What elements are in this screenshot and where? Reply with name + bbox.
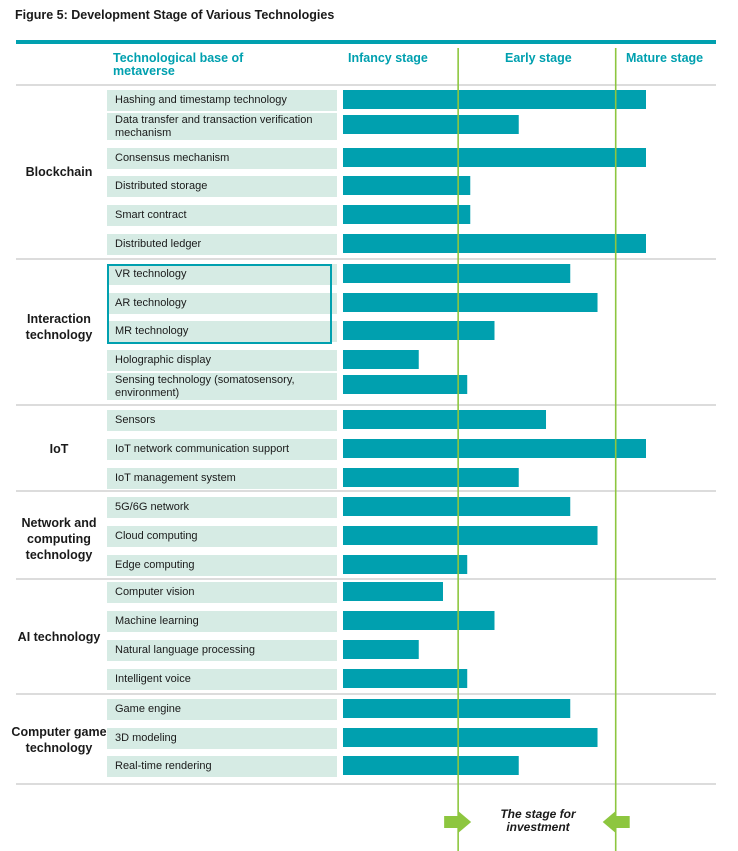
bar (343, 264, 571, 283)
bar (343, 756, 519, 775)
bar (343, 497, 571, 516)
row-label-bg (107, 264, 337, 285)
row-label: Holographic display (115, 354, 211, 367)
bar (343, 293, 598, 312)
row-label-bg (107, 526, 337, 547)
header-infancy: Infancy stage (348, 51, 428, 65)
row-label-bg (107, 321, 337, 342)
bar (343, 176, 471, 195)
row-label-bg (107, 669, 337, 690)
row-label-bg (107, 234, 337, 255)
row-label: 3D modeling (115, 732, 177, 745)
row-label: Smart contract (115, 209, 187, 222)
row-label: Sensing technology (somatosensory, envir… (115, 374, 295, 399)
bar (343, 115, 519, 134)
row-label: Consensus mechanism (115, 152, 230, 165)
header-mature: Mature stage (626, 51, 704, 65)
xr-highlight-box (107, 264, 332, 344)
bar (343, 90, 646, 109)
row-label: Game engine (115, 703, 182, 716)
bar (343, 728, 598, 747)
row-label-bg (107, 611, 337, 632)
figure-title: Figure 5: Development Stage of Various T… (15, 8, 335, 22)
row-label-bg (107, 148, 337, 169)
bar (343, 375, 468, 394)
row-label-bg (107, 205, 337, 226)
bar (343, 611, 495, 630)
category-label: IoT (49, 442, 69, 456)
bar (343, 439, 646, 458)
row-label-bg (107, 410, 337, 431)
category-label: Network and computing technology (21, 516, 97, 562)
row-label-bg (107, 555, 337, 576)
row-label: Distributed storage (115, 180, 208, 193)
row-label: Computer vision (115, 586, 195, 599)
investment-note: The stage for investment (500, 807, 576, 834)
row-label-bg (107, 699, 337, 720)
row-label: VR technology (115, 268, 187, 281)
row-label-bg (107, 293, 337, 314)
bar (343, 526, 598, 545)
bar (343, 555, 468, 574)
bar (343, 699, 571, 718)
row-label-bg (107, 373, 337, 400)
bar (343, 410, 547, 429)
row-label: Intelligent voice (115, 673, 191, 686)
row-label: Real-time rendering (115, 760, 212, 773)
row-label: Hashing and timestamp technology (115, 94, 287, 107)
arrow-right-icon (444, 811, 472, 833)
bar (343, 234, 646, 253)
header-early: Early stage (505, 51, 572, 65)
row-label-bg (107, 468, 337, 489)
row-label-bg (107, 176, 337, 197)
category-label: AI technology (17, 630, 101, 644)
category-label: Computer game technology (11, 725, 107, 755)
row-label: IoT network communication support (115, 443, 290, 456)
row-label: IoT management system (115, 472, 236, 485)
row-label: Natural language processing (115, 644, 256, 657)
bar (343, 582, 443, 601)
row-label: Distributed ledger (115, 238, 202, 251)
arrow-left-icon (602, 811, 630, 833)
row-label-bg (107, 728, 337, 749)
bar (343, 205, 471, 224)
row-label: Machine learning (115, 615, 199, 628)
row-label: Edge computing (115, 559, 195, 572)
row-label-bg (107, 350, 337, 371)
header-base: Technological base of metaverse (113, 51, 244, 78)
row-label-bg (107, 640, 337, 661)
bar (343, 148, 646, 167)
row-label-bg (107, 113, 337, 140)
row-label: 5G/6G network (115, 501, 189, 514)
row-label-bg (107, 756, 337, 777)
bar (343, 321, 495, 340)
row-label-bg (107, 439, 337, 460)
bar (343, 669, 468, 688)
row-label-bg (107, 90, 337, 111)
row-label: Cloud computing (115, 530, 198, 543)
category-label: Interaction technology (25, 312, 93, 342)
row-label: Data transfer and transaction verificati… (115, 114, 313, 139)
bar (343, 350, 419, 369)
row-label: Sensors (115, 414, 156, 427)
header-rule (16, 40, 716, 44)
row-label: AR technology (115, 297, 187, 310)
bar (343, 468, 519, 487)
category-label: Blockchain (25, 165, 93, 179)
row-label: MR technology (115, 325, 189, 338)
row-label-bg (107, 582, 337, 603)
row-label-bg (107, 497, 337, 518)
bar (343, 640, 419, 659)
